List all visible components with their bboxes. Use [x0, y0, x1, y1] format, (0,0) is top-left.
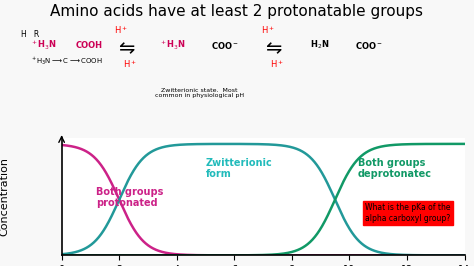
Text: COOH: COOH	[76, 41, 103, 50]
Text: Concentration: Concentration	[0, 157, 10, 236]
Text: H   R: H R	[21, 30, 39, 39]
Text: $^+$H$_3$N: $^+$H$_3$N	[159, 39, 186, 52]
Text: H$^+$: H$^+$	[114, 24, 128, 36]
Text: H$^+$: H$^+$	[123, 59, 137, 70]
Text: Both groups
protonated: Both groups protonated	[96, 186, 164, 208]
Text: Zwitterionic state.  Most
common in physiological pH: Zwitterionic state. Most common in physi…	[155, 88, 244, 98]
Text: H$_2$N: H$_2$N	[310, 39, 329, 51]
Text: COO$^-$: COO$^-$	[211, 40, 239, 51]
Text: $\mathdefault{\leftrightharpoons}$: $\mathdefault{\leftrightharpoons}$	[262, 39, 283, 58]
Text: Zwitterionic
form: Zwitterionic form	[206, 158, 272, 179]
Text: COO$^-$: COO$^-$	[355, 40, 383, 51]
Text: What is the pKa of the
alpha carboxyl group?: What is the pKa of the alpha carboxyl gr…	[365, 203, 451, 223]
Text: $\mathdefault{\leftrightharpoons}$: $\mathdefault{\leftrightharpoons}$	[115, 39, 136, 58]
Text: Amino acids have at least 2 protonatable groups: Amino acids have at least 2 protonatable…	[51, 4, 423, 19]
Text: $^+$H$_3$N$\longrightarrow$C$\longrightarrow$COOH: $^+$H$_3$N$\longrightarrow$C$\longrighta…	[30, 55, 103, 67]
Text: Both groups
deprotonatec: Both groups deprotonatec	[358, 158, 432, 179]
Text: H$^+$: H$^+$	[261, 24, 275, 36]
Text: H$^+$: H$^+$	[270, 59, 284, 70]
Text: $^+$H$_3$N: $^+$H$_3$N	[30, 39, 57, 52]
